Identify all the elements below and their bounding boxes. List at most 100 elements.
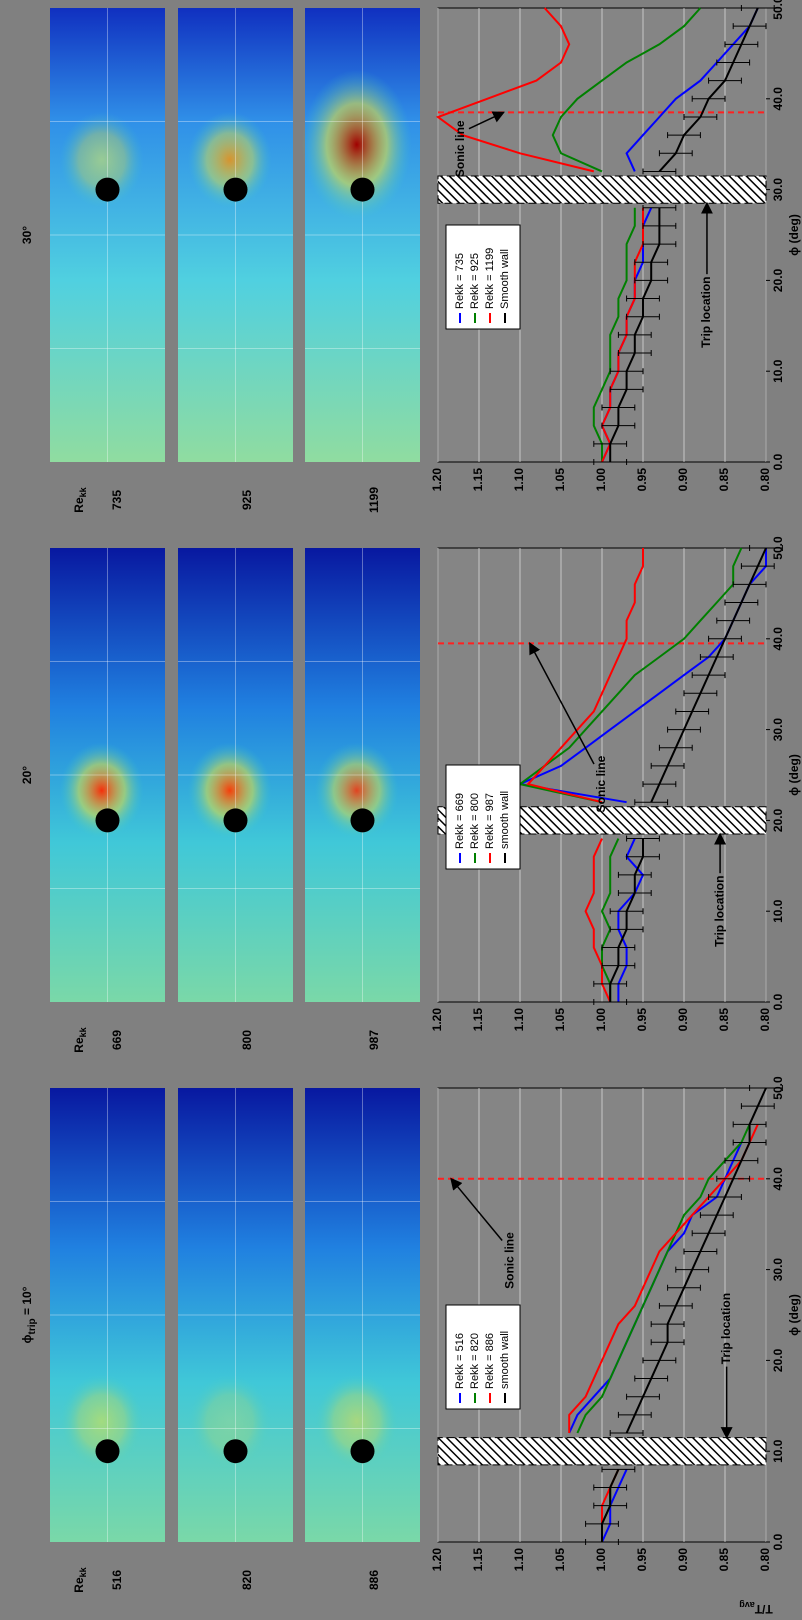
- x-tick-label: 0.0: [771, 993, 785, 1010]
- panel-title: 20°: [20, 766, 34, 784]
- title-text: 30°: [20, 226, 34, 244]
- title-sub: trip: [27, 1318, 38, 1334]
- error-bar: [601, 404, 636, 411]
- trip-dot: [95, 177, 120, 202]
- x-tick-label: 30.0: [771, 1258, 785, 1282]
- re-text: Re: [72, 1577, 86, 1593]
- hot-spot: [59, 742, 144, 839]
- trip-dot: [350, 1439, 375, 1464]
- y-tick-label: 0.80: [758, 468, 772, 492]
- re-label: Rekk: [72, 1566, 88, 1592]
- y-tick-label: 1.05: [553, 1008, 567, 1032]
- hot-spot: [59, 111, 144, 208]
- error-bar: [593, 980, 628, 987]
- y-tick-label: 1.10: [512, 468, 526, 492]
- trip-dot: [223, 1439, 248, 1464]
- re-sub: kk: [78, 1566, 88, 1577]
- re-value: 820: [240, 1570, 254, 1590]
- re-value: 669: [110, 1030, 124, 1050]
- x-tick-label: 0.0: [771, 1533, 785, 1550]
- error-bar: [634, 799, 669, 806]
- error-bar: [593, 1502, 628, 1509]
- legend-box: [445, 224, 521, 330]
- legend-label: smooth wall: [499, 791, 511, 849]
- legend-box: [445, 764, 521, 870]
- trip-dot: [95, 1439, 120, 1464]
- error-bar: [658, 744, 693, 751]
- y-tick-label: 1.05: [553, 468, 567, 492]
- error-bar: [609, 908, 644, 915]
- x-axis-label: ϕ (deg): [787, 1294, 801, 1336]
- legend-label: Rekk = 669: [454, 793, 466, 849]
- x-tick-label: 40.0: [771, 627, 785, 651]
- error-bar: [634, 259, 669, 266]
- error-bar: [675, 1266, 710, 1273]
- series-line: [526, 548, 644, 1003]
- error-bar: [593, 999, 628, 1005]
- y-tick-label: 1.00: [594, 1548, 608, 1572]
- error-bar: [658, 150, 693, 157]
- error-bar: [749, 545, 783, 551]
- y-tick-label: 1.00: [594, 1008, 608, 1032]
- re-sub: kk: [78, 486, 88, 497]
- legend-label: Rekk = 886: [484, 1333, 496, 1389]
- panel-title: ϕtrip = 10°: [20, 1286, 37, 1343]
- hot-spot: [314, 1373, 399, 1470]
- annotation-arrow: [529, 642, 595, 765]
- error-bar: [732, 1139, 767, 1146]
- error-bar: [667, 132, 701, 139]
- re-value: 516: [110, 1570, 124, 1590]
- hot-spot: [187, 742, 272, 839]
- error-bar: [601, 962, 636, 969]
- y-tick-label: 0.90: [676, 1548, 690, 1572]
- error-bar: [601, 422, 636, 429]
- error-bar: [609, 926, 644, 933]
- error-bar: [732, 581, 767, 588]
- re-value: 886: [367, 1570, 381, 1590]
- error-bar: [626, 313, 660, 320]
- panel-title: 30°: [20, 226, 34, 244]
- y-tick-label: 0.85: [717, 1548, 731, 1572]
- error-bar: [593, 1484, 628, 1491]
- legend-label: Smooth wall: [499, 249, 511, 309]
- error-bar: [617, 871, 652, 878]
- error-bar: [708, 77, 742, 84]
- annotation: Sonic line: [502, 1232, 516, 1289]
- y-tick-label: 0.95: [635, 1548, 649, 1572]
- error-bar: [658, 1302, 693, 1309]
- hot-spot: [187, 1373, 272, 1470]
- error-bar: [724, 599, 759, 606]
- hot-spot: [301, 69, 412, 220]
- hot-spot: [187, 111, 272, 208]
- re-text: Re: [72, 497, 86, 513]
- y-label-text: T/T: [754, 1602, 773, 1616]
- panel: 30° Rekk 735 925 1199 0.80 0.85 0.90 0.95 1.00 1.0…: [20, 0, 801, 513]
- error-bar: [634, 1375, 669, 1382]
- error-bar: [617, 890, 652, 897]
- error-bar: [593, 440, 628, 447]
- y-tick-label: 1.20: [430, 468, 444, 492]
- panel: ϕtrip = 10° Rekk 516 820 886 0.80 0.85 0.90 0.95…: [20, 1076, 801, 1616]
- error-bar: [716, 617, 751, 624]
- trip-dot: [95, 808, 120, 833]
- error-bar: [642, 222, 677, 229]
- x-tick-label: 0.0: [771, 453, 785, 470]
- trip-dot: [223, 808, 248, 833]
- error-bar: [724, 1157, 759, 1164]
- error-bar: [626, 853, 660, 860]
- x-tick-label: 40.0: [771, 87, 785, 111]
- error-bar: [683, 113, 718, 120]
- series-line: [517, 547, 743, 1002]
- error-bar: [634, 277, 669, 284]
- x-tick-label: 50.0: [771, 0, 785, 20]
- hot-spot: [314, 742, 399, 839]
- re-value: 800: [240, 1030, 254, 1050]
- panel: 20° Rekk 669 800 987 0.80 0.85 0.90 0.95 1.00 1.05…: [20, 536, 801, 1053]
- x-axis-label: ϕ (deg): [787, 754, 801, 796]
- y-tick-label: 0.80: [758, 1008, 772, 1032]
- y-tick-label: 0.90: [676, 468, 690, 492]
- y-tick-label: 1.20: [430, 1008, 444, 1032]
- y-tick-label: 0.90: [676, 1008, 690, 1032]
- error-bar: [593, 459, 628, 465]
- y-tick-label: 0.85: [717, 1008, 731, 1032]
